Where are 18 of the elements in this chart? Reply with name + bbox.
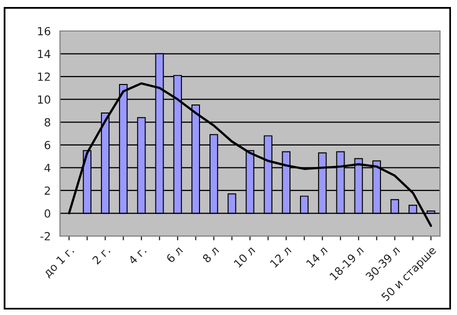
x-tick-label: 6 л xyxy=(166,246,184,264)
y-tick-label: 2 xyxy=(44,186,50,195)
x-tick-label: 2 г. xyxy=(92,246,110,265)
x-tick-label: 12 л xyxy=(270,246,292,268)
y-tick-label: 8 xyxy=(44,118,50,127)
x-tick-label: до 1 г. xyxy=(42,246,76,279)
y-tick-label: 14 xyxy=(38,50,50,58)
x-tick-label: 4 г. xyxy=(128,246,147,265)
x-tick-label: 14 л xyxy=(306,246,328,268)
y-tick-label: 12 xyxy=(38,72,50,81)
y-tick-label: 4 xyxy=(44,164,50,172)
x-tick-label: 8 л xyxy=(202,246,220,264)
y-tick-label: 0 xyxy=(44,209,50,218)
x-tick-label: 10 л xyxy=(233,246,256,268)
y-tick-label: 16 xyxy=(38,26,50,36)
y-tick-label: -2 xyxy=(40,232,50,240)
y-tick-label: 6 xyxy=(44,140,50,150)
y-tick-label: 10 xyxy=(38,95,50,104)
